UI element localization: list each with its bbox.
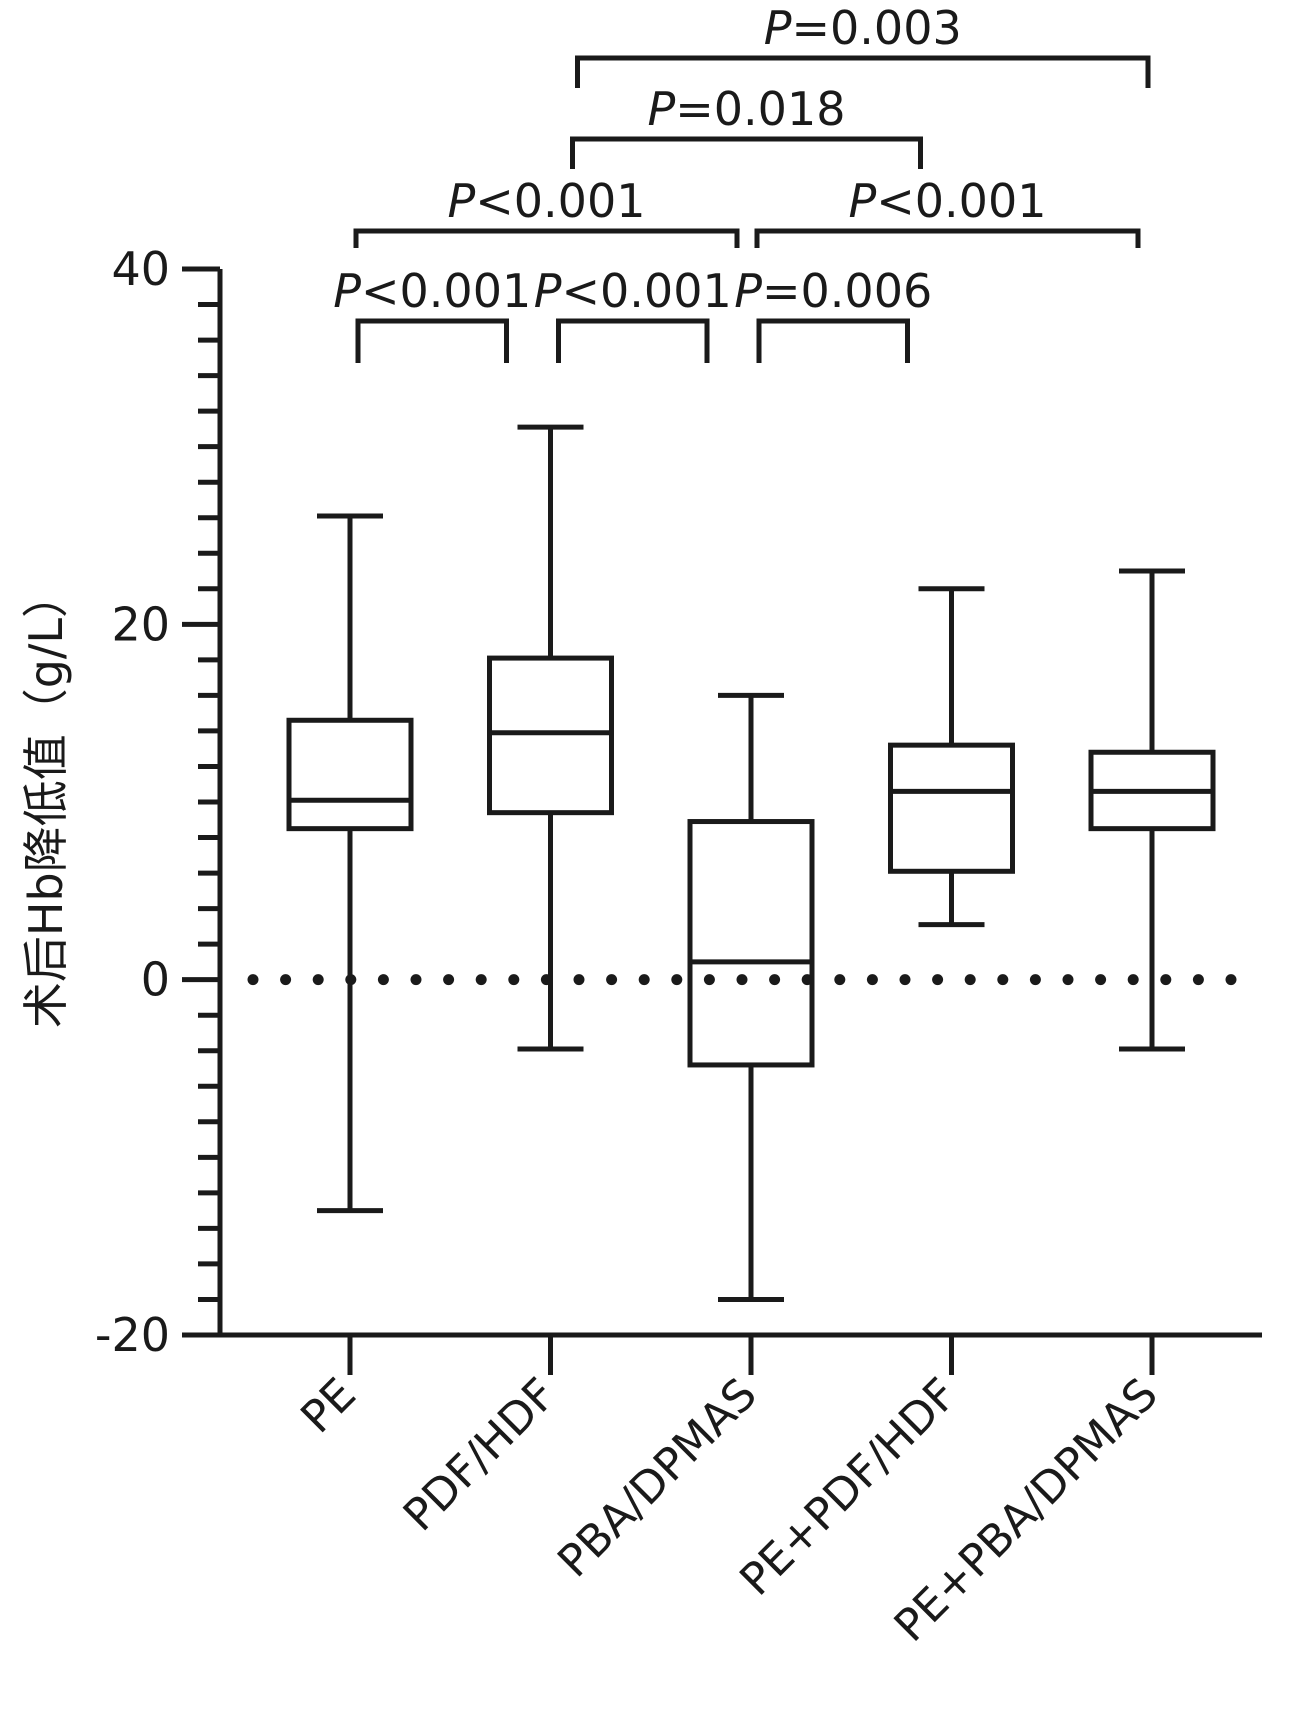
reference-dot [703, 974, 715, 986]
bracket-0-2: P<0.001 [353, 174, 740, 248]
p-symbol: P [534, 264, 562, 318]
p-value: <0.001 [562, 264, 732, 318]
p-symbol: P [448, 174, 476, 228]
bracket-0-1: P<0.001 [333, 264, 531, 363]
p-symbol: P [849, 174, 877, 228]
reference-dot [280, 974, 292, 986]
reference-dot [671, 974, 683, 986]
box-pe-pba-dpmas [1088, 568, 1216, 1052]
reference-dot [1192, 974, 1204, 986]
p-value-label: P<0.001 [333, 264, 531, 318]
reference-dot [1062, 974, 1074, 986]
p-value: <0.001 [361, 264, 531, 318]
reference-dot [736, 974, 748, 986]
bracket-line [355, 318, 509, 363]
y-tick-label: 0 [141, 953, 170, 1007]
bracket-line [754, 228, 1141, 248]
reference-dot [964, 974, 976, 986]
bracket-line [570, 136, 923, 169]
bracket-line [353, 228, 740, 248]
p-value: =0.003 [792, 1, 962, 55]
p-value-label: P=0.018 [648, 82, 846, 136]
bracket-line [756, 318, 910, 363]
p-value: <0.001 [475, 174, 645, 228]
y-tick-label: 20 [111, 597, 170, 651]
reference-dot [247, 974, 259, 986]
boxes [286, 424, 1216, 1302]
reference-dot [475, 974, 487, 986]
bracket-2-3: P=0.006 [734, 264, 932, 363]
p-value-label: P<0.001 [448, 174, 646, 228]
reference-dot [443, 974, 455, 986]
reference-dot [997, 974, 1009, 986]
reference-dot [508, 974, 520, 986]
p-value: <0.001 [876, 174, 1046, 228]
reference-dot [1160, 974, 1172, 986]
p-value: =0.018 [675, 82, 845, 136]
reference-dot [410, 974, 422, 986]
reference-dot [1095, 974, 1107, 986]
p-value: =0.006 [762, 264, 932, 318]
box-pe-pdf-hdf [888, 586, 1015, 928]
reference-dot [1225, 974, 1237, 986]
bracket-1-3: P=0.018 [570, 82, 923, 169]
iqr-box [888, 742, 1015, 874]
y-tick-label: -20 [95, 1308, 170, 1362]
x-category-label: PBA/DPMAS [548, 1369, 767, 1588]
reference-dot [866, 974, 878, 986]
zero-reference-line [247, 974, 1237, 986]
y-tick-label: 40 [111, 242, 170, 296]
reference-dot [606, 974, 618, 986]
p-symbol: P [734, 264, 762, 318]
reference-dot [769, 974, 781, 986]
p-value-label: P=0.003 [764, 1, 962, 55]
x-category-label: PE [291, 1369, 365, 1443]
x-category-label: PDF/HDF [394, 1369, 566, 1541]
reference-dot [834, 974, 846, 986]
reference-dot [638, 974, 650, 986]
bracket-2-4: P<0.001 [754, 174, 1141, 248]
iqr-box [487, 655, 614, 816]
reference-dot [1127, 974, 1139, 986]
box-pdf-hdf [487, 424, 614, 1052]
box-pba-dpmas [687, 692, 815, 1302]
p-symbol: P [648, 82, 676, 136]
reference-dot [573, 974, 585, 986]
p-value-label: P<0.001 [849, 174, 1047, 228]
reference-dot [932, 974, 944, 986]
box-pe [286, 513, 414, 1214]
y-axis-label: 术后Hb降低值（g/L） [19, 572, 73, 1028]
reference-dot [377, 974, 389, 986]
bracket-1-2: P<0.001 [534, 264, 732, 363]
iqr-box [687, 819, 815, 1068]
reference-dot [899, 974, 911, 986]
p-symbol: P [333, 264, 361, 318]
p-symbol: P [764, 1, 792, 55]
p-value-label: P=0.006 [734, 264, 932, 318]
reference-dot [1029, 974, 1041, 986]
bracket-line [575, 55, 1151, 88]
bracket-line [556, 318, 710, 363]
iqr-box [286, 717, 414, 832]
p-value-label: P<0.001 [534, 264, 732, 318]
reference-dot [312, 974, 324, 986]
bracket-1-4: P=0.003 [575, 1, 1151, 88]
